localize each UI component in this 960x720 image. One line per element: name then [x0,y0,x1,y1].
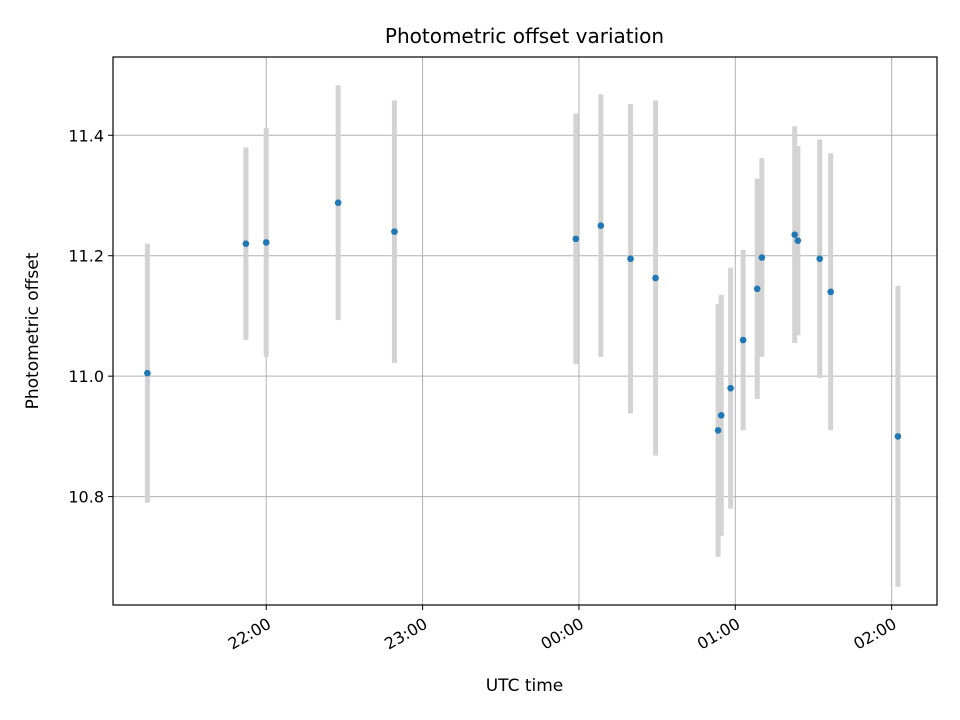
data-point [727,384,734,392]
y-axis-label: Photometric offset [23,252,43,409]
data-point [652,274,659,282]
data-point [597,222,605,229]
x-tick-label: 00:00 [538,614,587,654]
y-tick-label: 11.2 [68,247,104,266]
x-axis-label: UTC time [486,676,564,696]
x-tick-label: 22:00 [225,614,274,654]
data-points [144,199,902,440]
data-point [717,412,725,419]
data-point [627,255,634,263]
plot-frame [112,56,938,606]
y-tick-label: 10.8 [68,488,104,507]
data-point [827,288,834,296]
data-point [242,240,250,247]
data-point [816,255,824,263]
x-tick-label: 01:00 [694,614,743,654]
error-bars [144,85,901,587]
data-point [262,239,270,246]
data-point [791,231,799,238]
data-point [391,228,398,235]
data-point [894,433,902,440]
data-point [739,336,747,344]
data-point [794,237,802,244]
data-point [144,369,151,377]
grid [113,57,937,605]
data-point [572,235,580,243]
data-point [758,254,766,261]
data-point [753,285,761,293]
y-tick-label: 11.4 [68,126,104,145]
chart-title: Photometric offset variation [385,24,664,48]
data-point [714,427,722,434]
y-tick-label: 11.0 [68,367,104,386]
x-tick-label: 02:00 [850,614,899,654]
y-axis: 10.8 11.0 11.2 11.4 [68,126,113,507]
x-tick-label: 23:00 [381,614,430,654]
data-point [334,199,342,207]
x-axis: 22:00 23:00 00:00 01:00 02:00 [225,605,900,654]
